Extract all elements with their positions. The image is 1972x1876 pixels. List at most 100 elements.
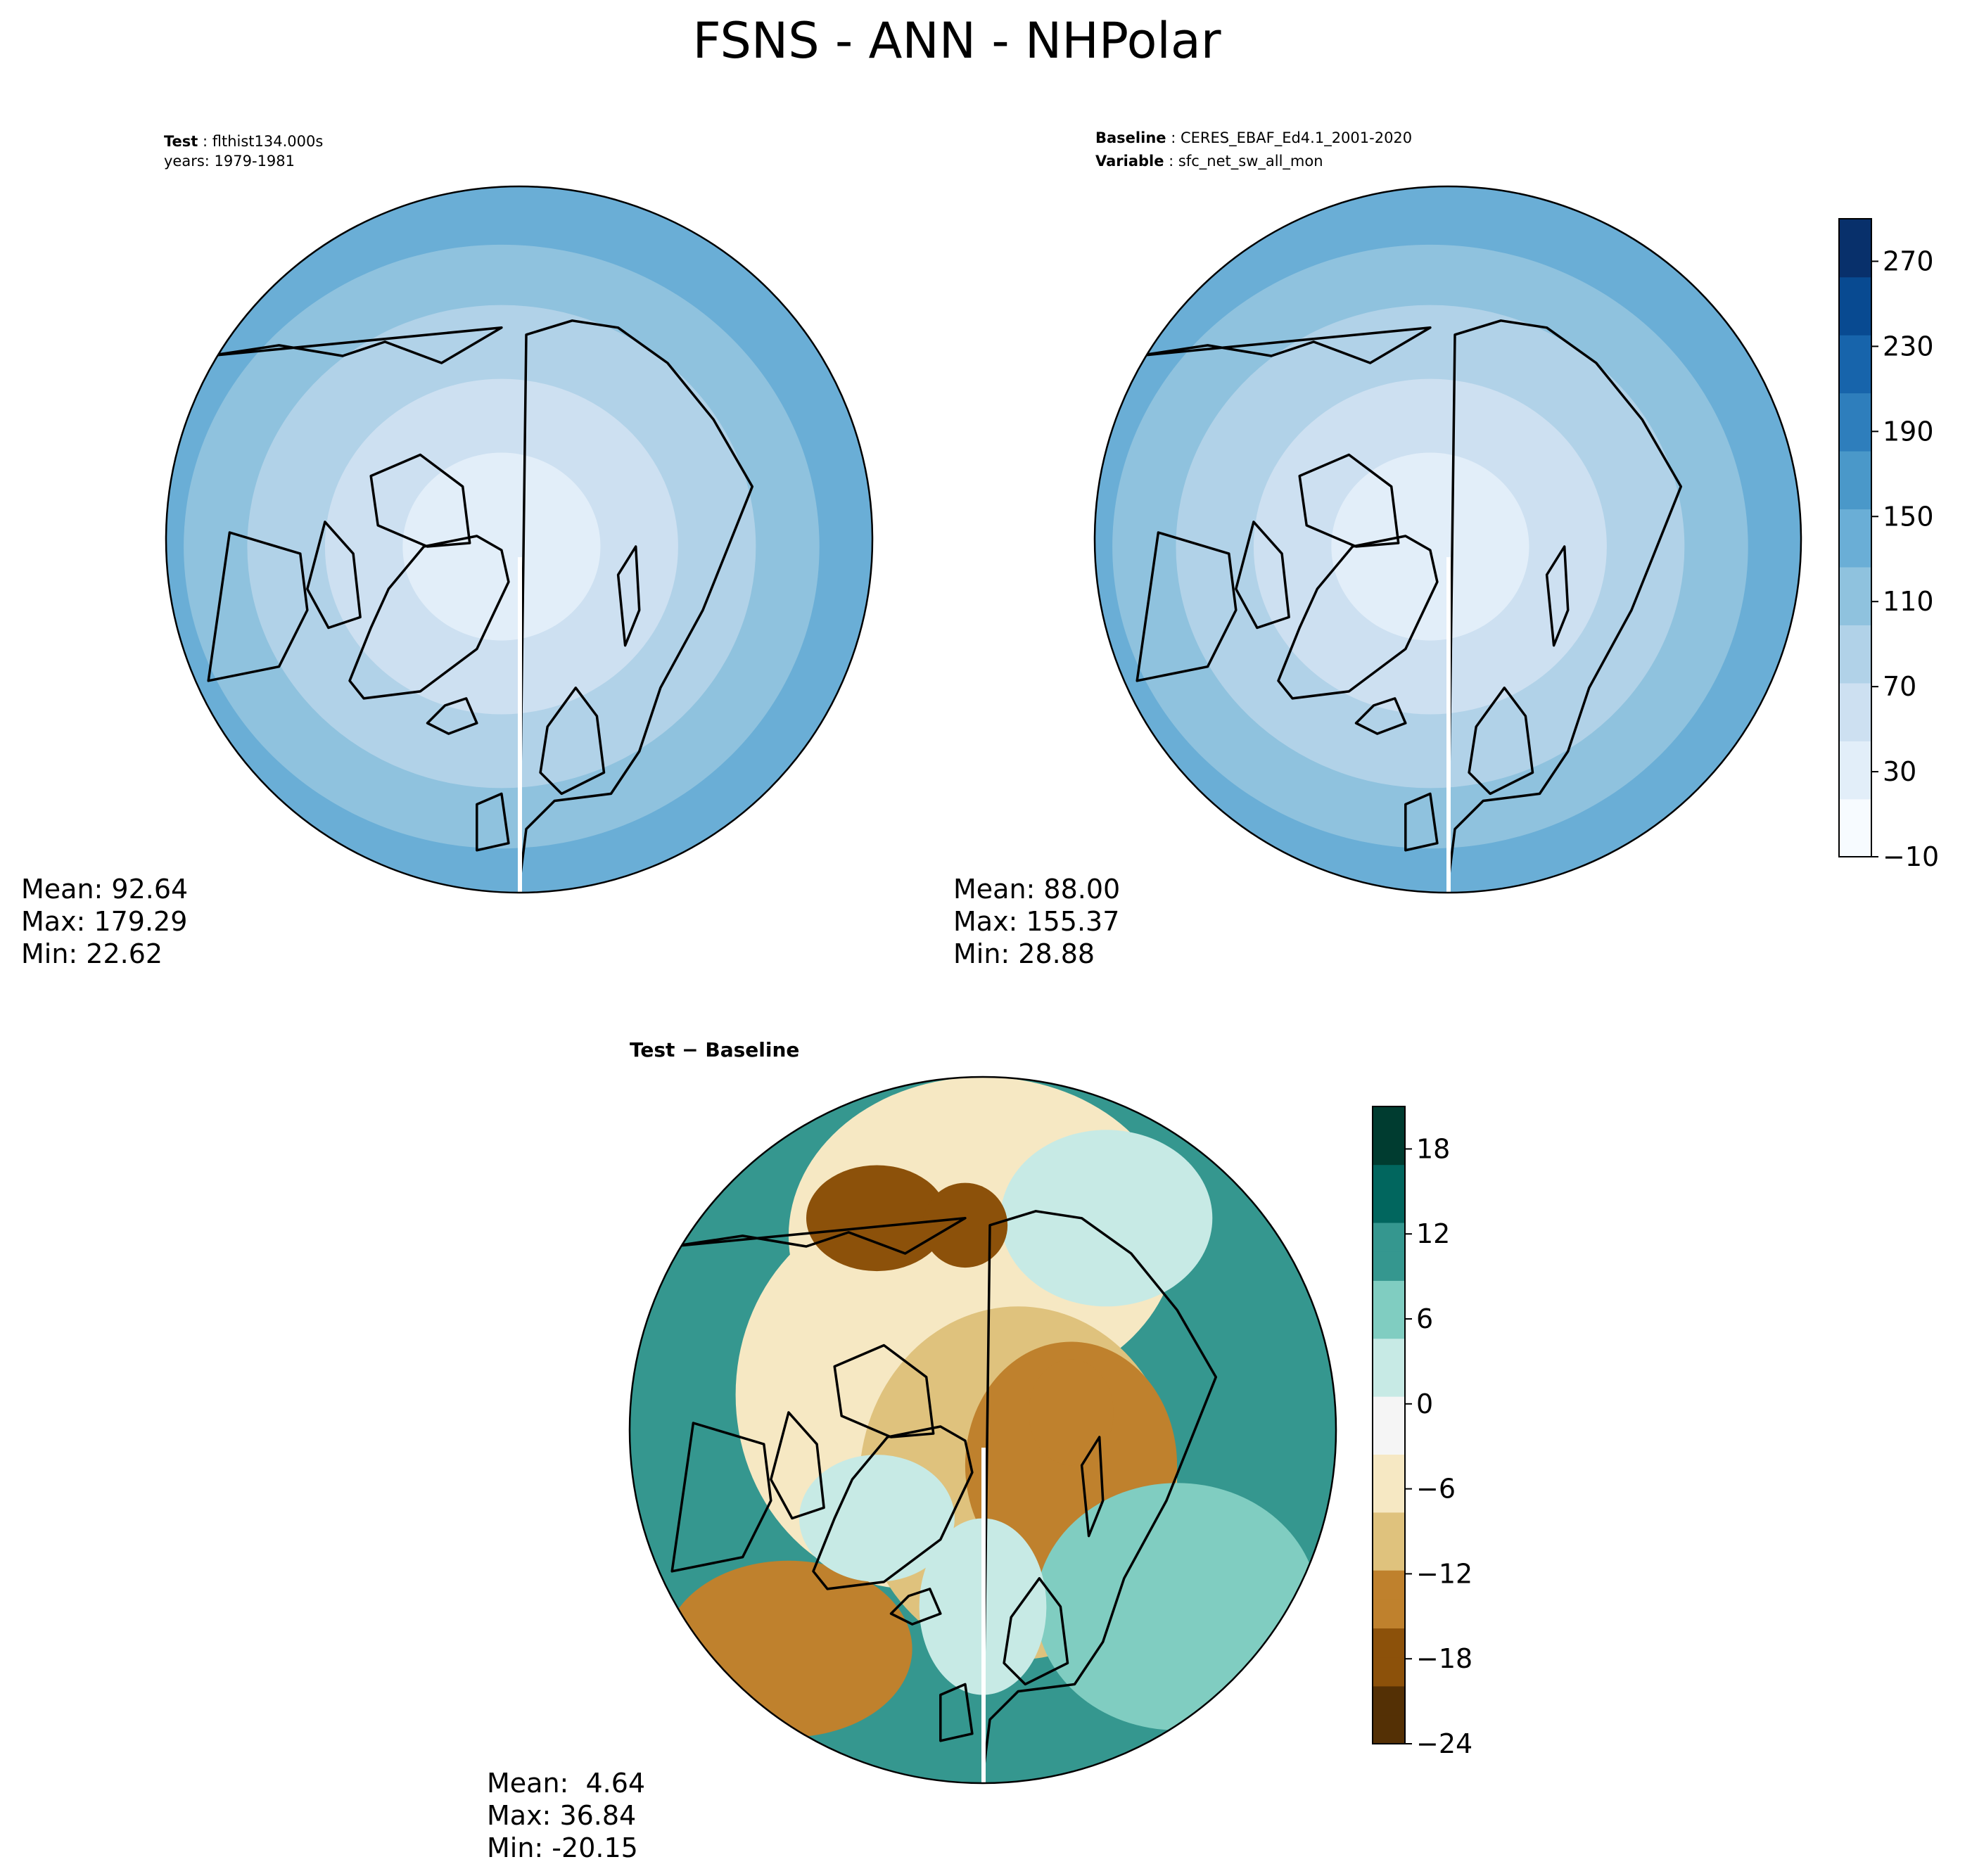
diff-contour-6 [1000, 1130, 1213, 1307]
test-header-value: flthist134.000s [212, 133, 324, 150]
test-panel-header: Test : flthist134.000s years: 1979-1981 [164, 133, 323, 170]
diff-colorbar-band-2 [1373, 1657, 1405, 1687]
coastline-iceland [889, 1588, 942, 1626]
blues-colorbar-tick-label-6: 230 [1883, 331, 1934, 362]
blues-colorbar-band-12 [1839, 480, 1871, 510]
diff-colorbar-band-3 [1373, 1628, 1405, 1658]
test-stat-min: Min: 22.62 [21, 938, 163, 969]
coastline-novayaZ [1545, 545, 1570, 647]
diff-polar-map [628, 1076, 1337, 1785]
diff-colorbar-band-7 [1373, 1512, 1405, 1542]
diff-stat-mean: Mean: 4.64 [487, 1768, 645, 1799]
diff-contour-8 [1036, 1483, 1318, 1730]
blues-colorbar-band-5 [1839, 682, 1871, 713]
diff-colorbar-tick-label-6: 12 [1416, 1218, 1450, 1249]
blues-colorbar-tick-label-0: −10 [1883, 841, 1939, 872]
variable-header-bold: Variable [1095, 153, 1164, 170]
diff-contour-10 [1029, 1359, 1114, 1466]
blues-colorbar-band-10 [1839, 537, 1871, 568]
blues-colorbar-tick-label-1: 30 [1883, 756, 1916, 787]
diff-colorbar-tick-label-5: 6 [1416, 1303, 1433, 1334]
diff-colorbar-band-13 [1373, 1338, 1405, 1368]
blues-colorbar-band-7 [1839, 625, 1871, 655]
diff-colorbar-tick-label-0: −24 [1416, 1728, 1472, 1759]
baseline-header-value: CERES_EBAF_Ed4.1_2001-2020 [1181, 129, 1412, 147]
coastline-eurasiaCoast [981, 1210, 1218, 1778]
blues-colorbar-band-15 [1839, 393, 1871, 423]
blues-colorbar-band-4 [1839, 711, 1871, 741]
coastline-greenland [812, 1425, 974, 1590]
blues-colorbar-band-13 [1839, 450, 1871, 480]
coastline-novayaZ [616, 545, 641, 647]
blues-colorbar-band-20 [1839, 248, 1871, 278]
blues-colorbar-band-16 [1839, 364, 1871, 394]
blues-colorbar-tick-label-3: 110 [1883, 586, 1934, 617]
coastline-iceland [1354, 697, 1407, 735]
diff-stat-min: Min: -20.15 [487, 1832, 638, 1863]
coastline-baffin [306, 521, 362, 630]
missing-data-wedge [518, 557, 522, 893]
diff-colorbar-band-1 [1373, 1685, 1405, 1716]
diff-contour-4 [806, 1165, 948, 1272]
blues-colorbar-band-9 [1839, 566, 1871, 596]
diff-colorbar-band-9 [1373, 1454, 1405, 1484]
diff-colorbar-band-5 [1373, 1569, 1405, 1600]
blues-colorbar-band-3 [1839, 741, 1871, 771]
coastline-scandinavia [539, 687, 606, 796]
map-boundary [165, 185, 874, 894]
blues-colorbar-band-17 [1839, 334, 1871, 364]
baseline-colorbar: −10 30 70 110 150 190 230 270 [1838, 218, 1939, 872]
blues-colorbar-band-21 [1839, 219, 1871, 249]
coastline-eurasiaCoast [518, 319, 754, 887]
diff-colorbar: −24 −18 −12 −6 0 6 12 18 [1372, 1106, 1472, 1759]
diff-colorbar-band-15 [1373, 1280, 1405, 1310]
blues-colorbar-band-18 [1839, 305, 1871, 336]
baseline-header-line-1: Baseline : CERES_EBAF_Ed4.1_2001-2020 [1095, 129, 1412, 147]
diff-colorbar-tick-label-1: −18 [1416, 1643, 1472, 1674]
diff-colorbar-band-0 [1373, 1714, 1405, 1744]
coastline-hudsonShore [1136, 531, 1238, 682]
coastline-greenland [1277, 535, 1439, 700]
coastline-baffin [1235, 521, 1290, 630]
diff-colorbar-band-10 [1373, 1425, 1405, 1455]
diff-panel-header: Test − Baseline [630, 1038, 799, 1061]
coastline-baffin [770, 1411, 825, 1520]
baseline-header-bold: Baseline [1095, 129, 1166, 146]
coastline-scandinavia [1003, 1577, 1069, 1686]
baseline-polar-map [1093, 185, 1802, 894]
test-stats: Mean: 92.64 Max: 179.29 Min: 22.62 [21, 874, 188, 969]
blues-colorbar-band-0 [1839, 827, 1871, 857]
diff-colorbar-band-6 [1373, 1540, 1405, 1571]
blues-colorbar-band-14 [1839, 421, 1871, 452]
diff-colorbar-band-12 [1373, 1367, 1405, 1397]
blues-colorbar-band-19 [1839, 276, 1871, 307]
blues-colorbar-band-1 [1839, 798, 1871, 829]
diff-stat-max: Max: 36.84 [487, 1800, 636, 1831]
missing-data-wedge [1446, 557, 1451, 893]
test-stat-mean: Mean: 92.64 [21, 874, 188, 905]
figure-title: FSNS - ANN - NHPolar [692, 12, 1221, 70]
coastline-hudsonShore [670, 1422, 772, 1573]
diff-colorbar-tick-label-3: −6 [1416, 1474, 1456, 1505]
blues-colorbar-band-6 [1839, 653, 1871, 684]
coastline-britain [476, 792, 510, 852]
missing-data-wedge [981, 1448, 986, 1783]
diff-colorbar-band-17 [1373, 1222, 1405, 1252]
test-stat-max: Max: 179.29 [21, 906, 187, 937]
test-polar-map [165, 185, 874, 894]
baseline-stat-mean: Mean: 88.00 [953, 874, 1120, 905]
diff-colorbar-band-18 [1373, 1193, 1405, 1223]
blues-colorbar-tick-label-7: 270 [1883, 245, 1934, 276]
baseline-stat-min: Min: 28.88 [953, 938, 1095, 969]
diff-colorbar-tick-label-7: 18 [1416, 1133, 1450, 1164]
coastline-canadaIsl [833, 1344, 935, 1438]
diff-contour-11 [922, 1182, 1008, 1268]
baseline-header-line-2: Variable : sfc_net_sw_all_mon [1095, 153, 1323, 170]
diff-colorbar-band-16 [1373, 1251, 1405, 1281]
diff-stats: Mean: 4.64 Max: 36.84 Min: -20.15 [487, 1768, 645, 1863]
blues-colorbar-band-8 [1839, 595, 1871, 625]
contour-band-3 [402, 452, 601, 641]
diff-colorbar-band-21 [1373, 1106, 1405, 1136]
diff-colorbar-band-4 [1373, 1599, 1405, 1629]
